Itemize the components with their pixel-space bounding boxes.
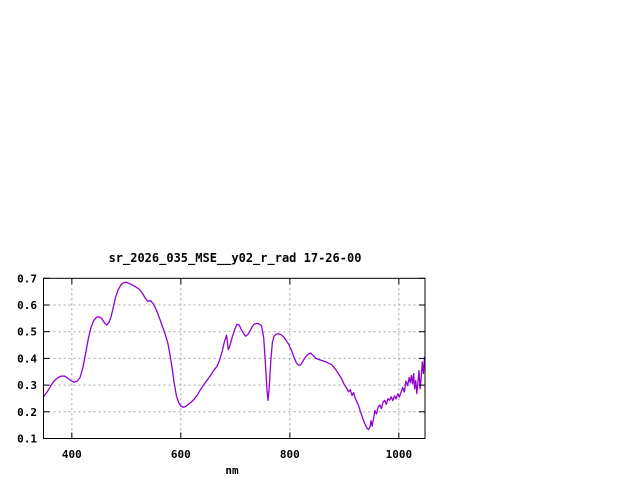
axis-ticks <box>43 277 425 439</box>
x-tick-label: 600 <box>171 448 191 461</box>
y-tick-label: 0.7 <box>17 272 37 285</box>
x-tick-labels: 400 600 800 1000 <box>62 448 412 461</box>
x-tick-label: 1000 <box>386 448 413 461</box>
y-tick-labels: 0.1 0.2 0.3 0.4 0.5 0.6 0.7 <box>17 272 37 445</box>
x-tick-label: 800 <box>280 448 300 461</box>
y-tick-label: 0.1 <box>17 433 37 446</box>
y-tick-label: 0.4 <box>17 352 37 365</box>
y-tick-label: 0.2 <box>17 406 37 419</box>
x-tick-label: 400 <box>62 448 82 461</box>
grid-lines <box>43 278 425 439</box>
y-tick-label: 0.6 <box>17 299 37 312</box>
chart-title: sr_2026_035_MSE__y02_r_rad 17-26-00 <box>109 251 362 266</box>
y-tick-label: 0.3 <box>17 379 37 392</box>
x-axis-label: nm <box>225 464 239 477</box>
spectrum-curve <box>43 281 426 431</box>
y-tick-label: 0.5 <box>17 326 37 339</box>
